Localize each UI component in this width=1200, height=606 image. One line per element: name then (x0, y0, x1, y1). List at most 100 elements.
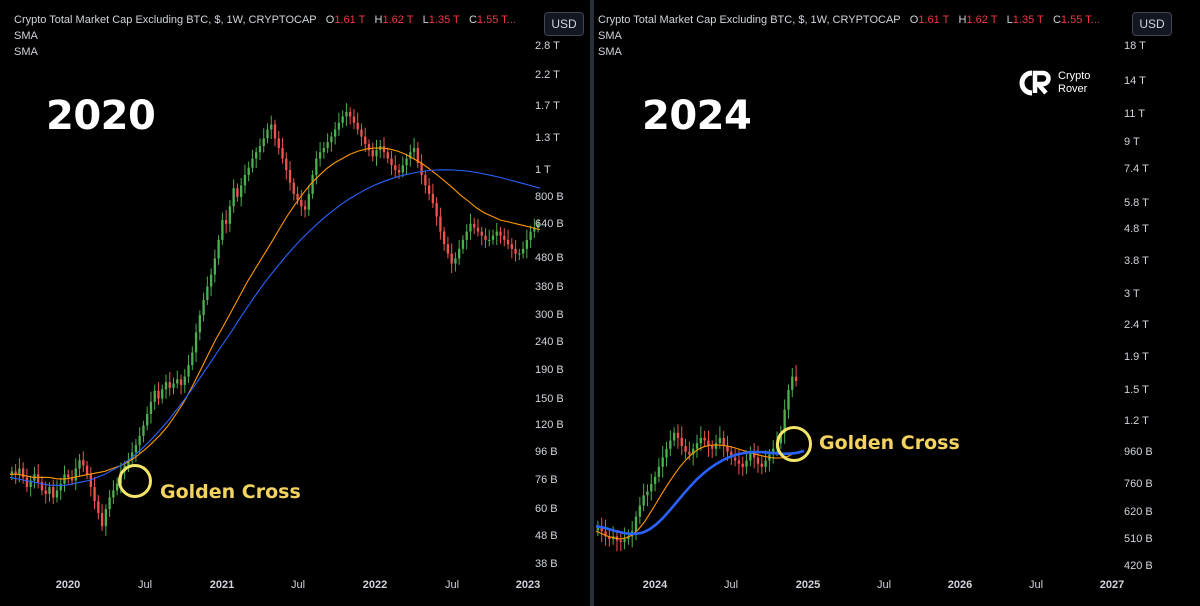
price-tick-label: 18 T (1124, 40, 1146, 52)
price-tick-label: 48 B (535, 529, 558, 542)
panel-divider[interactable] (590, 0, 594, 606)
candle-body (29, 480, 32, 488)
candle-body (791, 376, 794, 390)
candle-body (228, 206, 232, 224)
candle-body (484, 235, 487, 240)
candle-body (726, 445, 729, 452)
candle-body (627, 536, 630, 540)
brand-name: Crypto Rover (1058, 70, 1090, 96)
candle-body (669, 440, 672, 449)
currency-button[interactable]: USD (1132, 12, 1172, 36)
price-tick-label: 1.7 T (535, 100, 560, 113)
brand-line-1: Crypto (1058, 70, 1091, 82)
candle-body (198, 315, 201, 333)
candle-body (59, 483, 62, 491)
time-tick-label: Jul (876, 579, 892, 591)
close-value: 1.55 T... (476, 14, 516, 26)
candle-body (722, 437, 725, 446)
candle-body (288, 170, 292, 183)
candle-body (503, 235, 506, 240)
candle-body (435, 203, 438, 217)
candle-body (737, 460, 741, 464)
candle-body (176, 379, 179, 384)
price-tick-label: 11 T (1124, 108, 1145, 121)
chart-panel-2020[interactable]: Crypto Total Market Cap Excluding BTC, $… (0, 0, 590, 606)
candle-body (525, 239, 529, 249)
currency-button[interactable]: USD (544, 12, 584, 36)
candle-body (303, 206, 307, 210)
price-tick-label: 1.2 T (1124, 414, 1149, 427)
candle-body (108, 497, 111, 509)
sma-slow-line (9, 169, 541, 486)
candle-body (420, 163, 423, 175)
candle-body (672, 432, 676, 441)
price-tick-label: 960 B (1124, 445, 1153, 458)
candle-body (604, 531, 607, 537)
price-tick-label: 2.8 T (535, 40, 560, 52)
price-tick-label: 3 T (1124, 287, 1140, 300)
year-label: 2024 (642, 93, 752, 139)
sma-indicator-label[interactable]: SMA (598, 46, 622, 58)
candle-body (424, 174, 427, 186)
price-tick-label: 300 B (535, 309, 564, 322)
candle-body (104, 508, 108, 527)
price-tick-label: 14 T (1124, 74, 1146, 87)
candle-body (439, 216, 442, 232)
candle-body (692, 448, 695, 455)
chart-panel-2024[interactable]: Crypto Total Market Cap Excluding BTC, $… (594, 0, 1200, 606)
candle-body (714, 443, 718, 449)
golden-cross-label: Golden Cross (160, 481, 301, 503)
price-tick-label: 96 B (535, 446, 558, 459)
close-label: C (468, 14, 477, 26)
candle-body (202, 300, 205, 316)
candle-body (221, 220, 224, 240)
candle-body (529, 231, 532, 240)
time-tick-label: Jul (290, 579, 306, 591)
candle-body (495, 231, 498, 236)
time-tick-label: 2021 (209, 579, 235, 591)
time-tick-label: 2024 (642, 579, 668, 591)
candle-body (191, 352, 194, 366)
candle-body (760, 463, 763, 467)
price-tick-label: 510 B (1124, 533, 1153, 546)
candle-body (112, 490, 115, 498)
candle-body (217, 239, 220, 259)
time-tick-label: 2020 (55, 579, 81, 591)
candle-body (89, 474, 92, 488)
low-label: L (1006, 14, 1013, 26)
crypto-rover-logo: Crypto Rover (1018, 70, 1098, 98)
time-tick-label: 2023 (515, 579, 541, 591)
price-tick-label: 190 B (535, 364, 564, 377)
price-tick-label: 9 T (1124, 135, 1140, 148)
candle-body (518, 253, 521, 255)
candle-body (382, 146, 386, 153)
candle-body (733, 457, 737, 461)
candle-body (745, 460, 748, 467)
candle-body (634, 516, 638, 532)
open-value: 1.61 T (918, 14, 950, 26)
candle-body (224, 220, 228, 224)
sma-indicator-label[interactable]: SMA (14, 30, 38, 42)
year-label: 2020 (46, 93, 156, 139)
candle-body (352, 116, 356, 123)
chart-plot-area[interactable] (594, 0, 1200, 606)
price-tick-label: 640 B (535, 217, 564, 230)
sma-indicator-label[interactable]: SMA (14, 46, 38, 58)
candle-body (431, 193, 435, 204)
candle-body (488, 239, 491, 241)
price-tick-label: 420 B (1124, 560, 1153, 572)
candle-body (240, 185, 243, 197)
candle-body (292, 182, 295, 194)
price-tick-label: 150 B (535, 392, 564, 405)
candle-body (473, 223, 476, 228)
high-value: 1.62 T (382, 14, 414, 26)
golden-cross-circle (776, 426, 812, 462)
price-tick-label: 2.2 T (535, 69, 560, 82)
chart-plot-area[interactable] (0, 0, 590, 606)
candle-body (213, 258, 217, 275)
candle-body (179, 379, 183, 385)
sma-indicator-label[interactable]: SMA (598, 30, 622, 42)
price-tick-label: 760 B (1124, 477, 1153, 490)
candle-body (657, 466, 661, 477)
price-tick-label: 1.3 T (535, 132, 560, 145)
